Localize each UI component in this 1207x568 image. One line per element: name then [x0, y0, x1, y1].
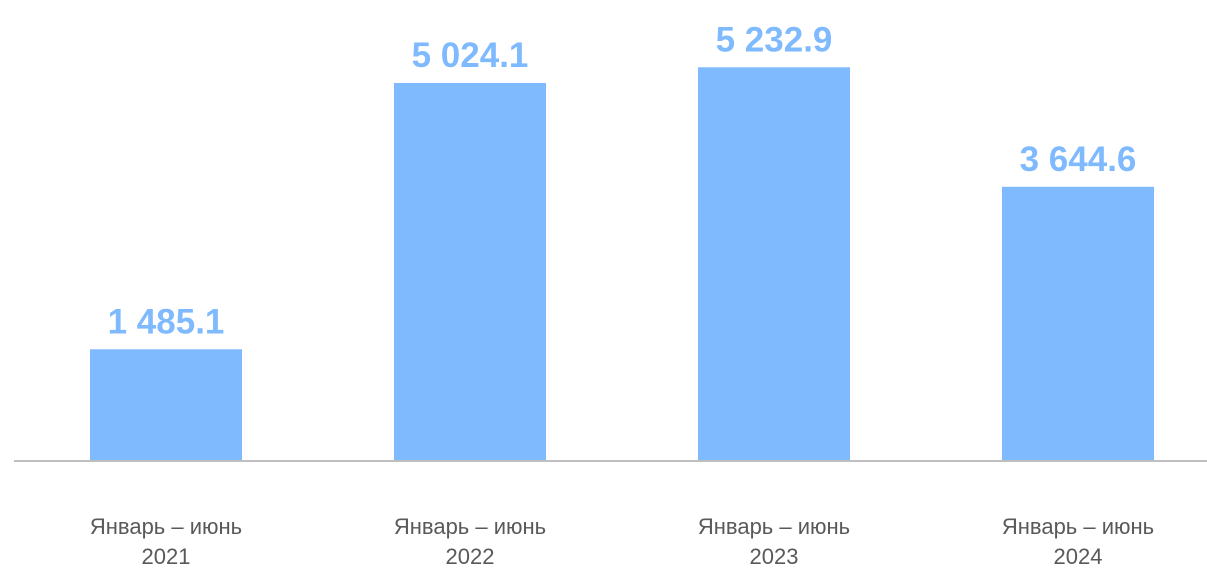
- value-labels-layer: 1 485.1 5 024.1 5 232.9 3 644.6: [108, 20, 1137, 341]
- bar-2: [698, 67, 850, 462]
- value-label-2: 5 232.9: [716, 20, 833, 59]
- x-tick-label-1: Январь – июнь 2022: [394, 514, 546, 568]
- bar-0: [90, 349, 242, 461]
- bar-1: [394, 83, 546, 461]
- value-label-0: 1 485.1: [108, 302, 225, 341]
- x-tick-label-line: 2023: [750, 544, 799, 568]
- value-label-1: 5 024.1: [412, 36, 529, 75]
- x-tick-label-0: Январь – июнь 2021: [90, 514, 242, 568]
- bars-layer: [90, 67, 1154, 462]
- value-label-3: 3 644.6: [1020, 140, 1137, 179]
- x-tick-label-line: 2024: [1054, 544, 1103, 568]
- x-tick-label-line: Январь – июнь: [394, 514, 546, 539]
- x-tick-label-line: Январь – июнь: [1002, 514, 1154, 539]
- x-tick-label-line: Январь – июнь: [90, 514, 242, 539]
- x-tick-label-line: Январь – июнь: [698, 514, 850, 539]
- x-tick-label-line: 2021: [142, 544, 191, 568]
- bar-3: [1002, 186, 1154, 462]
- x-tick-label-line: 2022: [446, 544, 495, 568]
- x-tick-label-2: Январь – июнь 2023: [698, 514, 850, 568]
- x-tick-label-3: Январь – июнь 2024: [1002, 514, 1154, 568]
